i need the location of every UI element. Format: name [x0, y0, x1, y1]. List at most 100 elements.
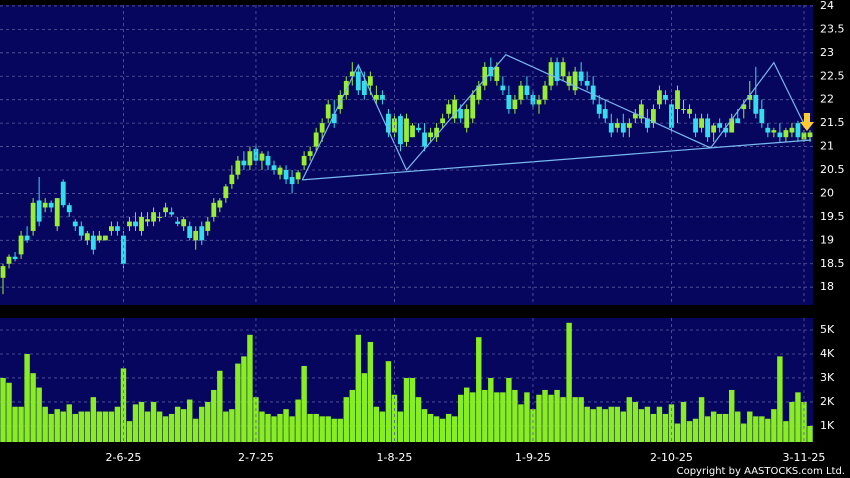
volume-bar	[313, 413, 319, 442]
volume-bar	[235, 363, 241, 442]
volume-bar	[355, 334, 362, 442]
volume-bar	[680, 401, 687, 442]
candle-body	[765, 127, 771, 133]
volume-bar	[162, 416, 169, 442]
y-tick-label: 2K	[820, 395, 835, 408]
candle-body	[638, 104, 644, 119]
candle-body	[530, 95, 536, 105]
candle-body	[199, 226, 205, 241]
y-tick-label: 5K	[820, 323, 835, 336]
candle-body	[115, 226, 120, 231]
candle-body	[283, 170, 289, 180]
volume-bar	[385, 361, 392, 442]
volume-bar	[186, 399, 193, 442]
candle-body	[24, 235, 30, 241]
volume-bar	[668, 404, 675, 442]
volume-bar	[96, 411, 103, 442]
candle-body	[801, 132, 807, 140]
volume-bar	[747, 411, 753, 442]
volume-bar	[554, 389, 560, 442]
volume-bar	[90, 397, 97, 442]
volume-bar	[704, 416, 711, 442]
candle-body	[693, 118, 698, 133]
candle-body	[470, 95, 476, 119]
candle-body	[632, 113, 638, 119]
volume-bar	[337, 418, 343, 442]
candle-body	[12, 256, 18, 260]
candle-body	[60, 181, 66, 206]
candle-body	[735, 118, 741, 124]
volume-bar	[211, 389, 217, 442]
volume-bar	[644, 406, 651, 442]
signal-arrow	[800, 113, 814, 131]
volume-bar	[451, 416, 458, 442]
volume-bar	[530, 409, 536, 442]
y-tick-label: 22	[820, 93, 834, 106]
volume-bar	[783, 421, 789, 442]
y-tick-label: 21	[820, 140, 834, 153]
volume-bar	[277, 413, 283, 442]
y-tick-label: 21.5	[820, 116, 845, 129]
candle-body	[386, 113, 391, 133]
candle-body	[512, 99, 518, 110]
candle-body	[795, 123, 801, 138]
volume-bar	[620, 411, 627, 442]
candle-body	[723, 127, 729, 133]
candle-body	[313, 132, 319, 147]
volume-bar	[6, 382, 12, 442]
candle-body	[217, 200, 223, 208]
candle-body	[72, 221, 78, 227]
volume-bar	[457, 394, 464, 442]
volume-bar	[223, 411, 229, 442]
candle-body	[133, 221, 138, 227]
candle-body	[380, 95, 385, 100]
volume-bar	[464, 387, 470, 442]
volume-bar	[506, 377, 512, 442]
candle-body	[151, 212, 156, 222]
volume-bar	[295, 399, 301, 442]
candle-body	[307, 151, 313, 156]
price-panel	[0, 5, 813, 305]
volume-bar	[18, 406, 24, 442]
candle-body	[241, 160, 247, 166]
candle-body	[277, 167, 283, 175]
candle-body	[325, 104, 331, 119]
candle-body	[566, 76, 572, 86]
volume-bar	[584, 406, 590, 442]
candle-body	[193, 230, 199, 241]
volume-bar	[512, 389, 518, 442]
candle-body	[434, 127, 440, 138]
candle-body	[554, 62, 560, 81]
volume-bar	[445, 413, 452, 442]
volume-bar	[199, 406, 205, 442]
volume-bar	[114, 406, 121, 442]
candle-body	[367, 76, 373, 86]
volume-bar	[229, 409, 235, 442]
candle-body	[54, 198, 60, 227]
volume-bar	[789, 401, 795, 442]
candle-body	[90, 235, 96, 250]
candle-body	[361, 80, 367, 95]
candle-body	[560, 62, 566, 77]
candle-body	[127, 221, 132, 227]
candle-body	[48, 202, 54, 208]
volume-bar	[494, 392, 500, 442]
candle-body	[753, 95, 759, 114]
candle-body	[494, 66, 500, 81]
candle-body	[572, 71, 578, 91]
volume-bar	[662, 413, 669, 442]
volume-bar	[331, 418, 337, 442]
volume-bar	[614, 406, 620, 442]
candle-body	[235, 160, 241, 175]
volume-bar	[42, 406, 48, 442]
volume-bar	[674, 423, 681, 442]
volume-bar	[373, 406, 380, 442]
volume-bar	[500, 392, 506, 442]
y-tick-label: 19.5	[820, 210, 845, 223]
volume-bar	[656, 406, 663, 442]
candle-body	[626, 123, 632, 128]
y-tick-label: 18.5	[820, 257, 845, 270]
candle-body	[163, 207, 169, 213]
volume-bar	[349, 389, 356, 442]
volume-bar	[518, 404, 524, 442]
